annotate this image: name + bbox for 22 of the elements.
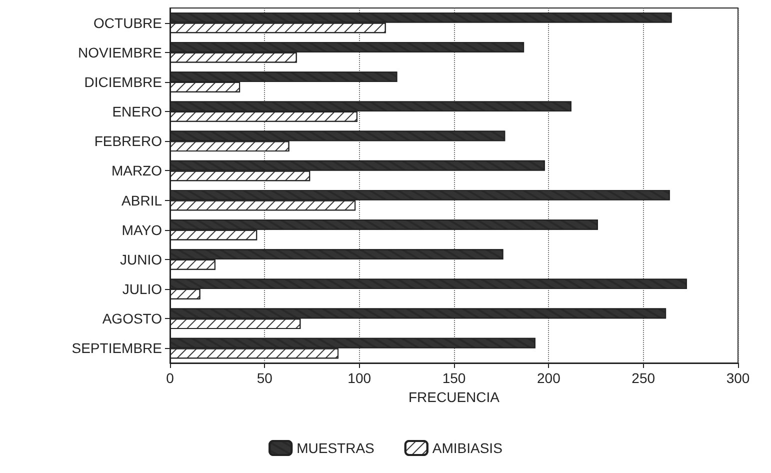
y-tick-label: MARZO (111, 162, 162, 179)
y-tick-label: JUNIO (120, 251, 162, 268)
y-tick-label: OCTUBRE (94, 14, 162, 31)
legend-label: AMIBIASIS (432, 440, 502, 456)
legend-label: MUESTRAS (296, 440, 374, 456)
x-tick-label: 0 (166, 370, 174, 386)
x-tick-label: 300 (726, 370, 750, 386)
y-tick-label: ABRIL (122, 192, 162, 208)
x-tick-label: 150 (442, 370, 466, 386)
x-axis-title: FRECUENCIA (408, 388, 500, 405)
y-tick-label: DICIEMBRE (84, 74, 162, 90)
y-tick-label: NOVIEMBRE (78, 44, 162, 60)
y-tick-label: SEPTIEMBRE (72, 340, 162, 356)
y-tick-label: JULIO (122, 281, 162, 298)
y-tick-label: AGOSTO (102, 310, 162, 327)
y-tick-label: FEBRERO (94, 133, 162, 150)
x-tick-label: 100 (348, 370, 372, 386)
x-tick-label: 200 (536, 370, 561, 386)
x-tick-label: 50 (256, 370, 273, 386)
y-tick-label: ENERO (112, 104, 162, 120)
y-tick-label: MAYO (122, 222, 162, 238)
x-tick-label: 250 (632, 370, 656, 386)
